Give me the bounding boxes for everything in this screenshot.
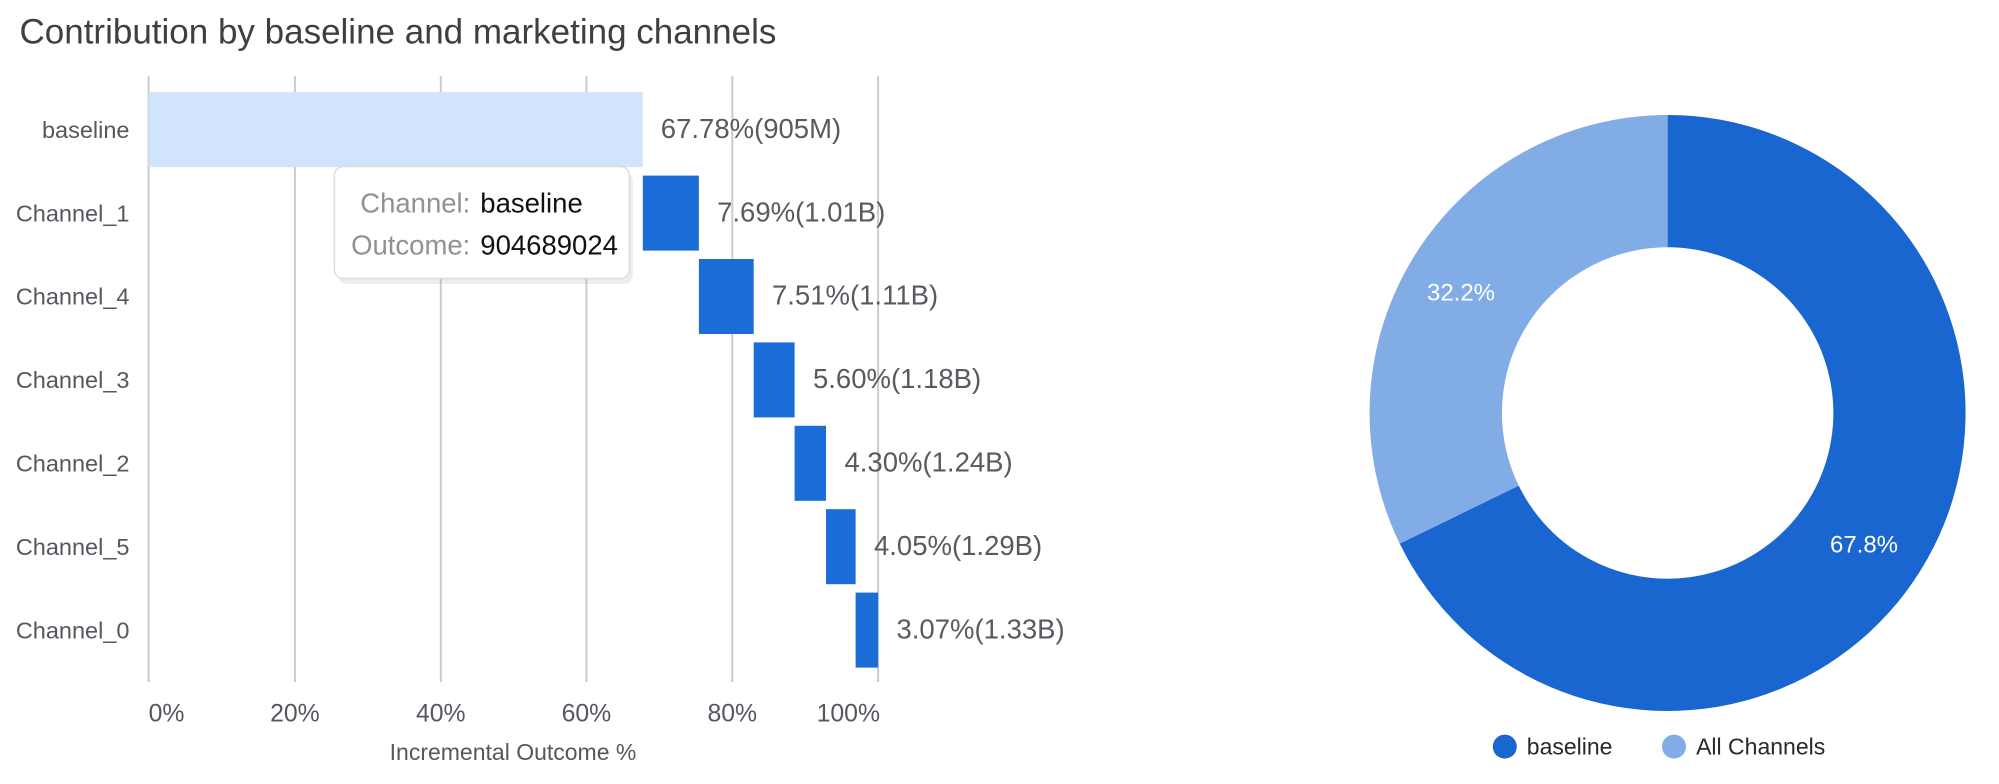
svg-text:80%: 80% — [707, 700, 757, 727]
svg-text:baseline: baseline — [480, 188, 582, 219]
svg-text:3.07%(1.33B): 3.07%(1.33B) — [897, 613, 1065, 644]
svg-text:67.8%: 67.8% — [1830, 532, 1898, 559]
svg-text:Channel_2: Channel_2 — [16, 451, 130, 477]
svg-text:4.05%(1.29B): 4.05%(1.29B) — [874, 530, 1042, 561]
svg-text:Channel_5: Channel_5 — [16, 534, 130, 560]
svg-text:100%: 100% — [817, 700, 880, 727]
svg-text:0%: 0% — [149, 700, 185, 727]
svg-text:Channel_0: Channel_0 — [16, 617, 130, 643]
svg-text:Incremental Outcome %: Incremental Outcome % — [390, 739, 637, 765]
svg-text:baseline: baseline — [1527, 734, 1613, 760]
svg-text:Channel:: Channel: — [360, 188, 470, 219]
svg-text:Outcome:: Outcome: — [351, 229, 470, 260]
svg-text:7.51%(1.11B): 7.51%(1.11B) — [772, 280, 938, 311]
svg-text:7.69%(1.01B): 7.69%(1.01B) — [717, 196, 885, 227]
svg-text:20%: 20% — [270, 700, 320, 727]
svg-text:5.60%(1.18B): 5.60%(1.18B) — [813, 363, 981, 394]
svg-text:Channel_4: Channel_4 — [16, 284, 130, 310]
svg-text:All Channels: All Channels — [1696, 734, 1825, 760]
svg-text:904689024: 904689024 — [480, 229, 618, 260]
svg-text:baseline: baseline — [42, 117, 130, 143]
svg-text:4.30%(1.24B): 4.30%(1.24B) — [845, 447, 1013, 478]
svg-text:40%: 40% — [416, 700, 466, 727]
svg-text:60%: 60% — [562, 700, 612, 727]
svg-text:Contribution by baseline and m: Contribution by baseline and marketing c… — [20, 13, 777, 52]
svg-text:Channel_1: Channel_1 — [16, 200, 130, 226]
svg-text:67.78%(905M): 67.78%(905M) — [661, 113, 841, 144]
svg-text:32.2%: 32.2% — [1427, 280, 1495, 307]
svg-text:Channel_3: Channel_3 — [16, 367, 130, 393]
